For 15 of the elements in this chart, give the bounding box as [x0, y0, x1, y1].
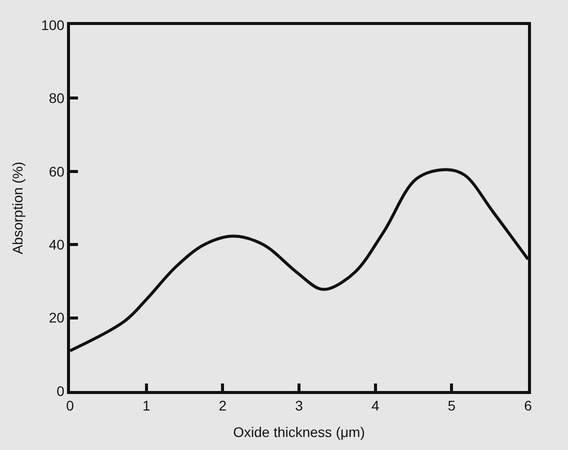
x-axis-title: Oxide thickness (μm): [233, 424, 365, 440]
x-tick-label: 6: [524, 398, 532, 414]
y-tick-label: 60: [48, 163, 65, 180]
x-tick-label: 5: [448, 398, 456, 414]
y-tick-label: 0: [56, 382, 65, 399]
y-axis-title: Absorption (%): [10, 162, 26, 254]
line-series: [70, 168, 528, 352]
y-tick-label: 20: [48, 310, 65, 326]
x-tick-label: 1: [142, 398, 150, 414]
y-tick-label: 40: [48, 236, 65, 252]
x-tick-label: 3: [295, 398, 304, 414]
x-tick-label: 2: [218, 398, 227, 414]
y-tick-label: 100: [41, 16, 65, 33]
y-tick-label: 80: [48, 90, 65, 106]
x-tick-label: 4: [371, 398, 380, 414]
